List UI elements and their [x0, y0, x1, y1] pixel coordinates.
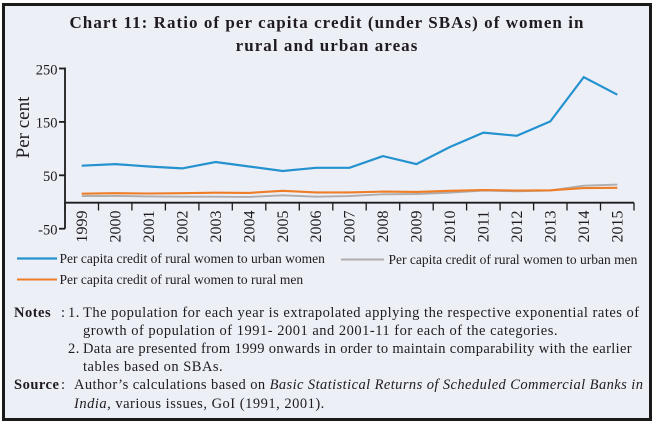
- svg-text:Per capita credit of rural wom: Per capita credit of rural women to urba…: [60, 251, 326, 266]
- svg-text:2000: 2000: [107, 211, 124, 243]
- svg-text:Per cent: Per cent: [13, 96, 34, 158]
- svg-text:2007: 2007: [342, 211, 359, 243]
- svg-text:2005: 2005: [275, 211, 292, 243]
- svg-text:2004: 2004: [241, 211, 258, 243]
- svg-text:-50: -50: [38, 223, 57, 239]
- svg-text:2001: 2001: [141, 211, 158, 243]
- svg-text:150: 150: [36, 116, 58, 132]
- svg-text:2008: 2008: [375, 211, 392, 243]
- svg-text:1999: 1999: [74, 211, 91, 243]
- svg-text:Per capita credit of rural wom: Per capita credit of rural women to rura…: [60, 272, 304, 287]
- svg-text:2012: 2012: [509, 211, 526, 243]
- svg-text:2006: 2006: [308, 211, 325, 243]
- svg-text:2013: 2013: [543, 211, 560, 243]
- svg-text:2011: 2011: [476, 211, 493, 242]
- svg-text:50: 50: [43, 169, 58, 185]
- svg-text:2015: 2015: [610, 211, 627, 243]
- svg-text:2003: 2003: [208, 211, 225, 243]
- svg-text:2009: 2009: [409, 211, 426, 243]
- svg-text:2010: 2010: [442, 211, 459, 243]
- svg-text:Per capita credit of rural wom: Per capita credit of rural women to urba…: [389, 252, 638, 267]
- svg-text:250: 250: [36, 62, 58, 78]
- svg-text:2002: 2002: [174, 211, 191, 243]
- svg-text:2014: 2014: [576, 211, 593, 243]
